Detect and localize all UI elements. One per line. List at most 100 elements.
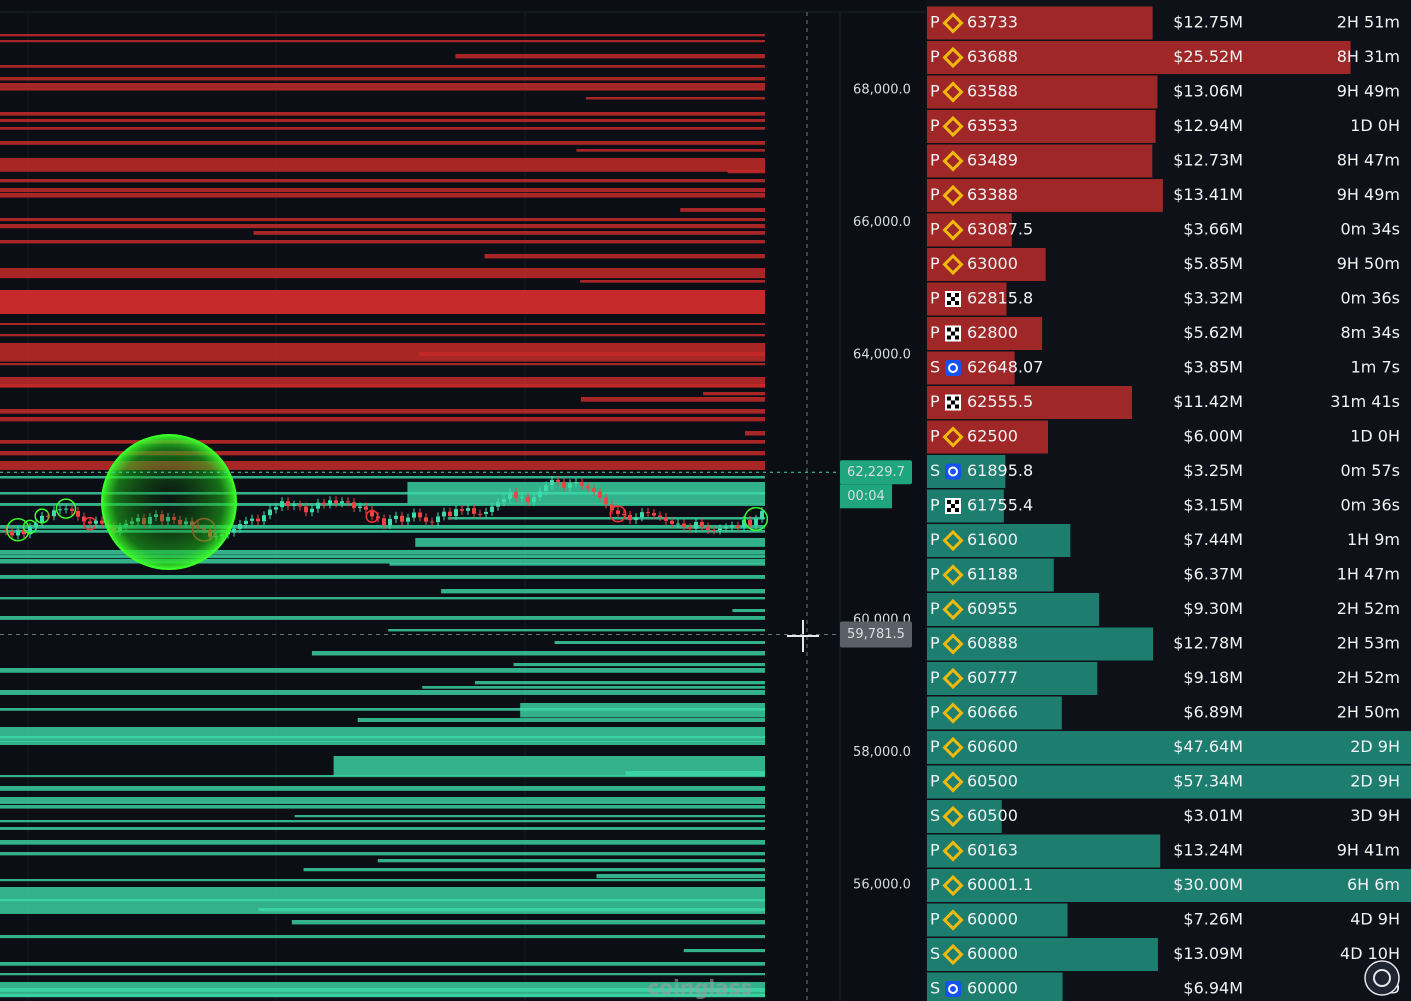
candle — [370, 509, 374, 517]
depth-bar — [927, 662, 1098, 695]
liquidation-level — [0, 503, 765, 506]
price: 61895.8 — [967, 461, 1033, 480]
candle — [28, 526, 32, 535]
liquidation-level — [0, 343, 765, 362]
candle — [64, 508, 68, 510]
y-tick-label: 66,000.0 — [853, 215, 911, 230]
candle — [754, 518, 758, 526]
liquidation-level — [0, 188, 765, 193]
price: 62800 — [967, 323, 1018, 342]
price: 63489 — [967, 151, 1018, 170]
candle — [562, 481, 566, 488]
candle — [628, 515, 632, 521]
liquidation-level — [447, 517, 765, 520]
candle — [586, 485, 590, 489]
amount: $7.44M — [1183, 530, 1243, 549]
liquidation-level — [0, 797, 765, 802]
liquidation-level — [585, 97, 765, 100]
order-type: P — [930, 47, 940, 66]
liquidation-level — [474, 681, 765, 685]
candle — [268, 509, 272, 516]
price: 62500 — [967, 427, 1018, 446]
liquidation-level — [596, 874, 765, 879]
price: 63388 — [967, 185, 1018, 204]
candle — [730, 525, 734, 528]
candle — [304, 506, 308, 513]
candle — [82, 516, 86, 522]
exchange-icon — [942, 219, 964, 241]
depth-bar — [927, 248, 1046, 281]
exchange-icon — [942, 564, 964, 586]
candle — [46, 515, 50, 517]
exchange-icon — [942, 253, 964, 276]
price: 63533 — [967, 116, 1018, 135]
liquidation-level — [0, 77, 765, 81]
depth-bar — [927, 731, 1411, 764]
candle — [700, 521, 704, 527]
crosshair-tag-label: 59,781.5 — [847, 627, 905, 642]
price: 60500 — [967, 806, 1018, 825]
time: 9H 49m — [1337, 185, 1400, 204]
exchange-icon-cell — [947, 301, 951, 305]
time: 2D 9H — [1350, 772, 1400, 791]
exchange-icon — [942, 115, 964, 138]
order-type: S — [930, 806, 940, 825]
order-type: P — [930, 634, 940, 653]
price: 60600 — [967, 737, 1018, 756]
liquidation-level — [388, 629, 765, 632]
liquidation-level — [581, 397, 765, 402]
price: 60777 — [967, 668, 1018, 687]
candle — [520, 496, 524, 499]
liquidation-level — [0, 550, 765, 555]
order-type: P — [930, 289, 940, 308]
candle — [688, 527, 692, 529]
price-tag — [840, 460, 912, 485]
candle — [256, 518, 260, 522]
candle — [94, 520, 98, 524]
time: 0m 57s — [1340, 461, 1400, 480]
liquidation-level — [357, 718, 765, 722]
price: 62815.8 — [967, 289, 1033, 308]
amount: $3.01M — [1183, 806, 1243, 825]
time: 1D 0H — [1350, 116, 1400, 135]
candle — [490, 506, 494, 512]
liquidation-level — [683, 949, 765, 953]
y-tick-label: 56,000.0 — [853, 878, 911, 893]
liquidation-level — [415, 538, 765, 547]
amount: $12.78M — [1173, 634, 1243, 653]
candle — [664, 517, 668, 521]
liquidation-level — [441, 589, 765, 594]
candle — [658, 515, 662, 518]
candle — [388, 518, 392, 526]
depth-bar — [927, 213, 1012, 247]
liquidation-level — [418, 352, 765, 357]
order-type: P — [930, 841, 940, 860]
liquidation-level — [0, 417, 765, 422]
price: 60500 — [967, 772, 1018, 791]
candle — [598, 491, 602, 498]
liquidation-level — [576, 149, 765, 152]
candle — [328, 500, 332, 505]
liquidation-level — [580, 280, 765, 283]
candle — [346, 501, 350, 503]
amount: $13.06M — [1173, 82, 1243, 101]
liquidation-level — [0, 786, 765, 791]
order-type: P — [930, 565, 940, 584]
exchange-icon-cell — [955, 327, 959, 332]
depth-bar — [927, 144, 1153, 178]
exchange-icon — [942, 529, 964, 552]
exchange-icon-cell — [955, 404, 959, 409]
exchange-icon-cell — [951, 504, 955, 508]
liquidation-level — [0, 268, 765, 279]
exchange-icon — [942, 150, 964, 172]
candle — [352, 502, 356, 508]
depth-bar — [927, 834, 1161, 868]
exchange-icon-cell — [947, 335, 951, 340]
settings-button[interactable] — [1364, 960, 1400, 996]
liquidation-levels — [0, 34, 765, 998]
liquidation-level — [258, 908, 765, 912]
order-book: P 63733 $12.75M 2H 51m P 63688 $25.52M 8H 31m P 6… — [927, 6, 1411, 1001]
price: 61188 — [967, 565, 1018, 584]
liquidation-level — [0, 962, 765, 966]
candle — [382, 518, 386, 526]
